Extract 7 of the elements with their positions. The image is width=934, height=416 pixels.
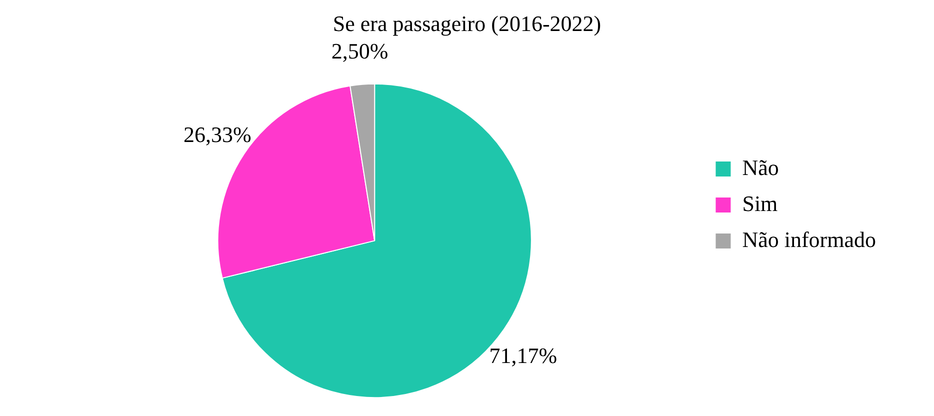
chart-title: Se era passageiro (2016-2022)	[332, 10, 602, 36]
legend-label: Sim	[742, 190, 778, 216]
data-label: 26,33%	[183, 122, 252, 147]
legend-label: Não	[742, 154, 779, 180]
legend-label: Não informado	[742, 226, 876, 252]
data-label: 2,50%	[331, 38, 388, 64]
data-label: 71,17%	[489, 342, 558, 368]
